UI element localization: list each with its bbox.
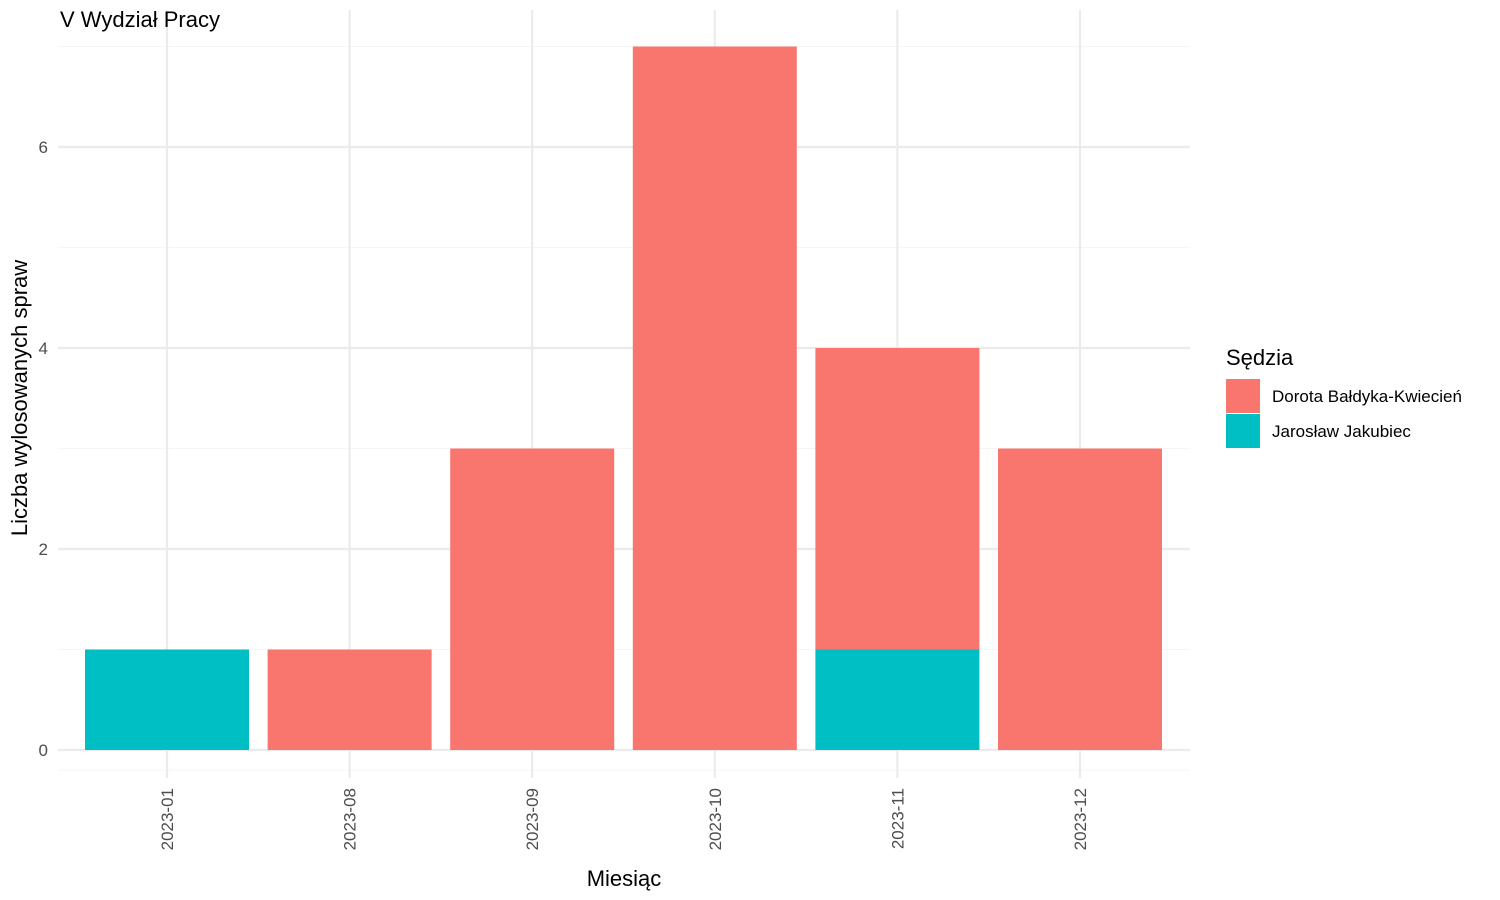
bars: [85, 46, 1162, 750]
legend-title: Sędzia: [1226, 345, 1294, 370]
legend-label: Dorota Bałdyka-Kwiecień: [1272, 387, 1462, 406]
x-axis-ticks: 2023-01 2023-08 2023-09 2023-10 2023-11 2023-…: [158, 788, 1090, 850]
y-axis-title: Liczba wylosowanych spraw: [7, 260, 32, 536]
y-tick-label: 2: [39, 540, 48, 559]
y-tick-label: 0: [39, 741, 48, 760]
bar-2023-09-dorota-ba-dyka-kwiecie-: [450, 448, 615, 750]
bar-2023-01-jaros-aw-jakubiec: [85, 649, 249, 750]
bar-2023-08-dorota-ba-dyka-kwiecie-: [267, 649, 432, 750]
x-tick-label: 2023-12: [1071, 788, 1090, 850]
y-tick-label: 6: [39, 138, 48, 157]
legend-swatch: [1226, 379, 1260, 413]
bar-2023-10-dorota-ba-dyka-kwiecie-: [632, 46, 797, 750]
x-tick-label: 2023-09: [523, 788, 542, 850]
legend: Sędzia Dorota Bałdyka-Kwiecień Jarosław J…: [1226, 345, 1462, 448]
legend-label: Jarosław Jakubiec: [1272, 422, 1411, 441]
bar-2023-11-jaros-aw-jakubiec: [815, 649, 980, 750]
x-tick-label: 2023-08: [341, 788, 360, 850]
x-tick-label: 2023-10: [706, 788, 725, 850]
x-tick-label: 2023-01: [158, 788, 177, 850]
legend-items: Dorota Bałdyka-Kwiecień Jarosław Jakubiec: [1226, 379, 1462, 448]
x-axis-title: Miesiąc: [587, 866, 662, 891]
y-axis-ticks: 0 2 4 6: [39, 138, 48, 760]
y-tick-label: 4: [39, 339, 48, 358]
chart-title: V Wydział Pracy: [60, 7, 220, 32]
legend-swatch: [1226, 414, 1260, 448]
bar-2023-12-dorota-ba-dyka-kwiecie-: [998, 448, 1162, 750]
x-tick-label: 2023-11: [888, 788, 907, 849]
bar-2023-11-dorota-ba-dyka-kwiecie-: [815, 348, 980, 650]
